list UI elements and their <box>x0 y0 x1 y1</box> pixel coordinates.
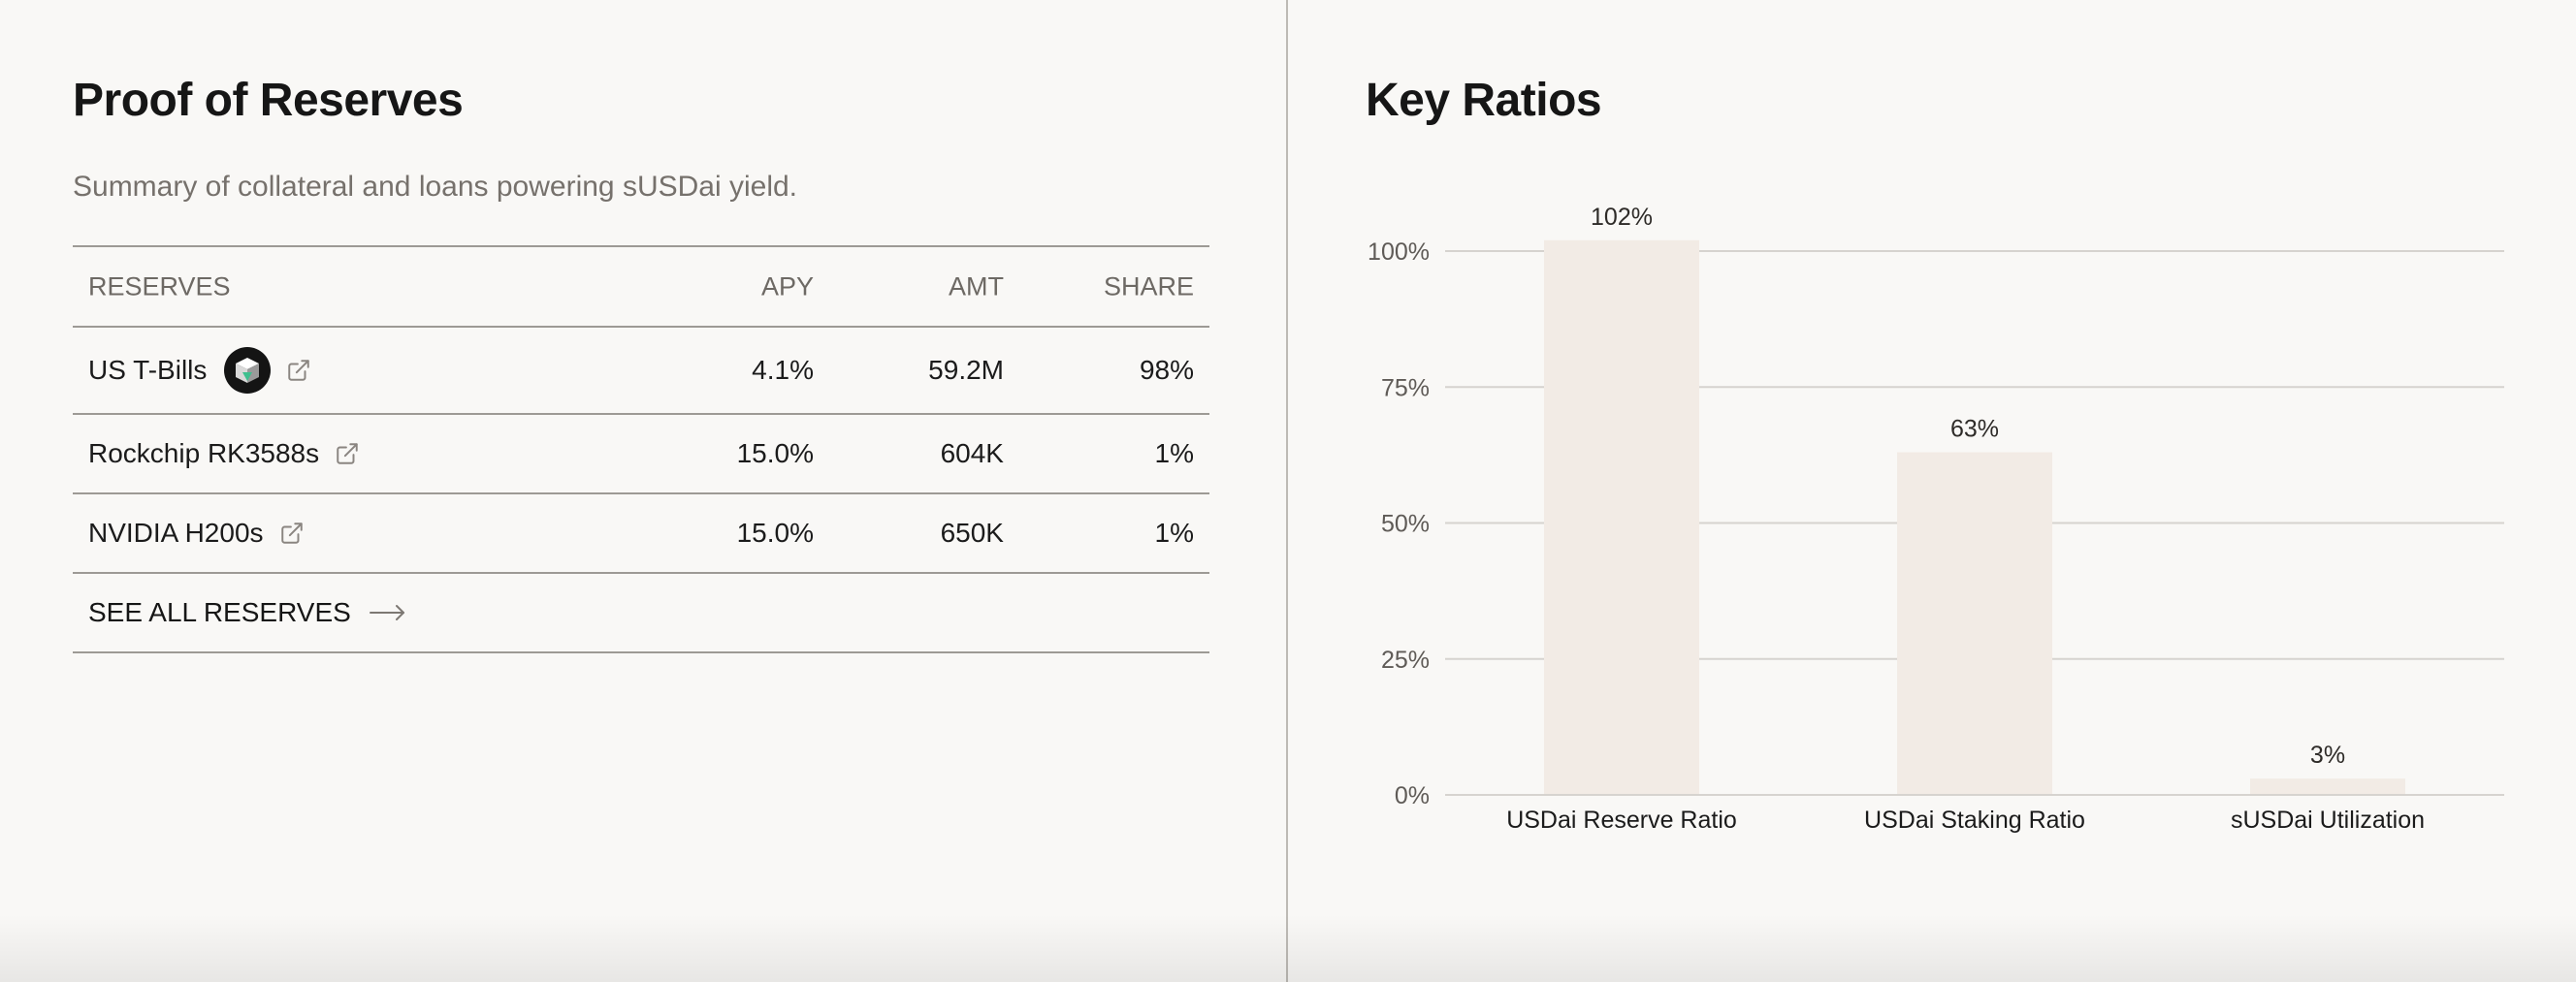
bar <box>1544 239 1699 795</box>
y-tick-label: 50% <box>1381 511 1430 538</box>
reserves-table: RESERVES APY AMT SHARE US T-Bills <box>73 245 1209 653</box>
bar-data-label: 63% <box>1950 416 1999 443</box>
apy-cell: 4.1% <box>752 355 814 385</box>
see-all-reserves-link[interactable]: SEE ALL RESERVES <box>88 597 407 628</box>
arrow-right-icon <box>369 603 407 622</box>
share-cell: 98% <box>1139 355 1194 385</box>
reserve-name-cell: US T-Bills <box>88 347 311 394</box>
external-link-icon[interactable] <box>335 441 360 466</box>
bar <box>1897 452 2052 795</box>
external-link-icon[interactable] <box>279 521 305 546</box>
key-ratios-title: Key Ratios <box>1366 75 1602 126</box>
x-category-label: sUSDai Utilization <box>2231 807 2425 834</box>
t-bills-token-icon <box>224 347 272 394</box>
table-row: US T-Bills 4.1% <box>73 328 1209 415</box>
table-row: NVIDIA H200s 15.0% 650K 1% <box>73 494 1209 574</box>
share-cell: 1% <box>1154 518 1194 548</box>
apy-cell: 15.0% <box>736 518 814 548</box>
reserve-name: US T-Bills <box>88 355 208 385</box>
see-all-row: SEE ALL RESERVES <box>73 574 1209 653</box>
reserve-name: NVIDIA H200s <box>88 518 264 548</box>
column-header-reserves: RESERVES <box>88 271 231 301</box>
bar-data-label: 3% <box>2310 742 2345 769</box>
share-cell: 1% <box>1154 438 1194 468</box>
bar <box>2250 778 2405 795</box>
column-header-apy: APY <box>760 271 814 301</box>
table-row: Rockchip RK3588s 15.0% 604K 1% <box>73 415 1209 494</box>
bar-data-label: 102% <box>1591 204 1653 231</box>
reserve-name: Rockchip RK3588s <box>88 438 320 468</box>
table-header-row: RESERVES APY AMT SHARE <box>73 247 1209 328</box>
y-tick-label: 0% <box>1395 782 1430 809</box>
y-tick-label: 25% <box>1381 647 1430 674</box>
y-tick-label: 100% <box>1368 238 1430 266</box>
external-link-icon[interactable] <box>286 358 311 383</box>
key-ratios-chart: 0% 25% 50% 75% 100% 102% USDai Reserve Ratio 63… <box>1368 204 2504 834</box>
amt-cell: 604K <box>940 438 1004 468</box>
column-header-amt: AMT <box>949 271 1004 301</box>
apy-cell: 15.0% <box>736 438 814 468</box>
bottom-shade <box>0 914 2576 982</box>
x-category-label: USDai Staking Ratio <box>1864 807 2085 834</box>
column-header-share: SHARE <box>1103 271 1194 301</box>
amt-cell: 59.2M <box>928 355 1004 385</box>
x-category-label: USDai Reserve Ratio <box>1506 807 1737 834</box>
reserve-name-cell: Rockchip RK3588s <box>88 438 360 469</box>
reserve-name-cell: NVIDIA H200s <box>88 518 305 549</box>
proof-of-reserves-subtitle: Summary of collateral and loans powering… <box>73 171 798 203</box>
panel-divider <box>1286 0 1288 982</box>
proof-of-reserves-title: Proof of Reserves <box>73 75 464 126</box>
see-all-reserves-label: SEE ALL RESERVES <box>88 597 351 627</box>
y-tick-label: 75% <box>1381 374 1430 401</box>
amt-cell: 650K <box>940 518 1004 548</box>
